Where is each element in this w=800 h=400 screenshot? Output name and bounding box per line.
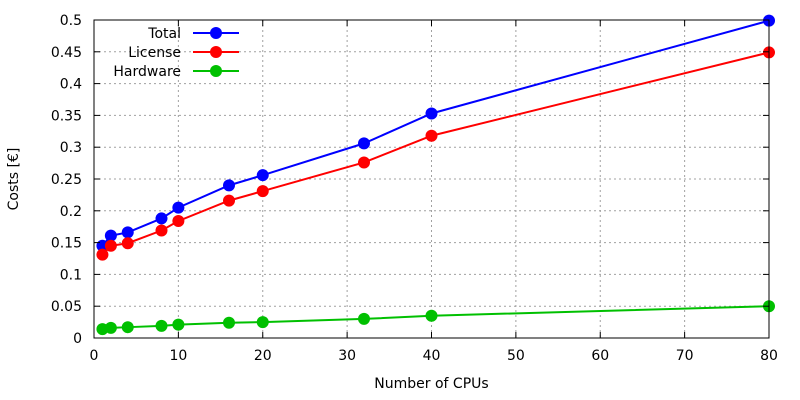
x-tick-label: 50 bbox=[507, 348, 525, 364]
y-tick-label: 0.2 bbox=[60, 204, 82, 220]
license-point bbox=[358, 156, 370, 169]
license-point bbox=[155, 224, 168, 237]
hardware-point bbox=[104, 321, 117, 334]
y-tick-label: 0.15 bbox=[51, 236, 82, 252]
plot-series bbox=[96, 14, 775, 336]
hardware-point bbox=[121, 321, 134, 334]
license-point bbox=[425, 129, 438, 142]
y-axis-title: Costs [€] bbox=[6, 148, 22, 211]
license-point bbox=[96, 248, 109, 261]
hardware-point bbox=[223, 316, 235, 329]
total-point bbox=[104, 229, 117, 242]
y-tick-label: 0.5 bbox=[60, 13, 82, 29]
x-tick-label: 40 bbox=[423, 348, 441, 364]
license-point bbox=[256, 185, 269, 198]
x-tick-label: 30 bbox=[338, 348, 356, 364]
license-point bbox=[172, 214, 185, 227]
license-point bbox=[104, 239, 117, 252]
legend-marker-total bbox=[210, 27, 222, 39]
y-tick-label: 0.3 bbox=[60, 140, 82, 156]
license-line bbox=[101, 51, 770, 256]
hardware-line bbox=[102, 305, 770, 331]
axis-ticks: 0 10 20 30 40 50 60 70 80 0 0.05 0.1 0.15 0.2 0.25 0.3 0… bbox=[51, 13, 778, 364]
hardware-point bbox=[256, 316, 269, 329]
hardware-point bbox=[425, 309, 438, 322]
hardware-point bbox=[358, 312, 370, 325]
hardware-point bbox=[172, 318, 185, 331]
x-tick-label: 70 bbox=[676, 348, 694, 364]
total-point bbox=[223, 179, 235, 192]
y-tick-label: 0.35 bbox=[51, 108, 82, 124]
y-tick-label: 0.4 bbox=[60, 77, 82, 93]
y-tick-label: 0.1 bbox=[60, 267, 82, 283]
x-tick-label: 80 bbox=[760, 348, 778, 364]
total-line bbox=[101, 19, 770, 247]
total-point bbox=[425, 107, 438, 120]
x-tick-label: 60 bbox=[591, 348, 609, 364]
y-tick-label: 0.45 bbox=[51, 45, 82, 61]
grid bbox=[94, 20, 769, 338]
x-tick-label: 0 bbox=[90, 348, 99, 364]
total-point bbox=[155, 212, 168, 225]
y-tick-label: 0.05 bbox=[51, 299, 82, 315]
total-point bbox=[121, 226, 134, 239]
license-point bbox=[223, 194, 235, 207]
legend-label-total: Total bbox=[147, 26, 181, 42]
total-point bbox=[172, 201, 185, 214]
legend-marker-hardware bbox=[210, 65, 222, 77]
legend: Total License Hardware bbox=[113, 26, 239, 80]
legend-marker-license bbox=[210, 46, 222, 58]
x-tick-label: 20 bbox=[254, 348, 272, 364]
legend-label-hardware: Hardware bbox=[113, 64, 181, 80]
hardware-point bbox=[155, 319, 168, 332]
legend-label-license: License bbox=[128, 45, 181, 61]
license-point bbox=[121, 237, 134, 250]
y-tick-label: 0.25 bbox=[51, 172, 82, 188]
total-point bbox=[256, 169, 269, 182]
y-tick-label: 0 bbox=[73, 331, 82, 347]
x-tick-label: 10 bbox=[169, 348, 187, 364]
total-point bbox=[358, 137, 370, 150]
x-axis-title: Number of CPUs bbox=[374, 376, 488, 392]
